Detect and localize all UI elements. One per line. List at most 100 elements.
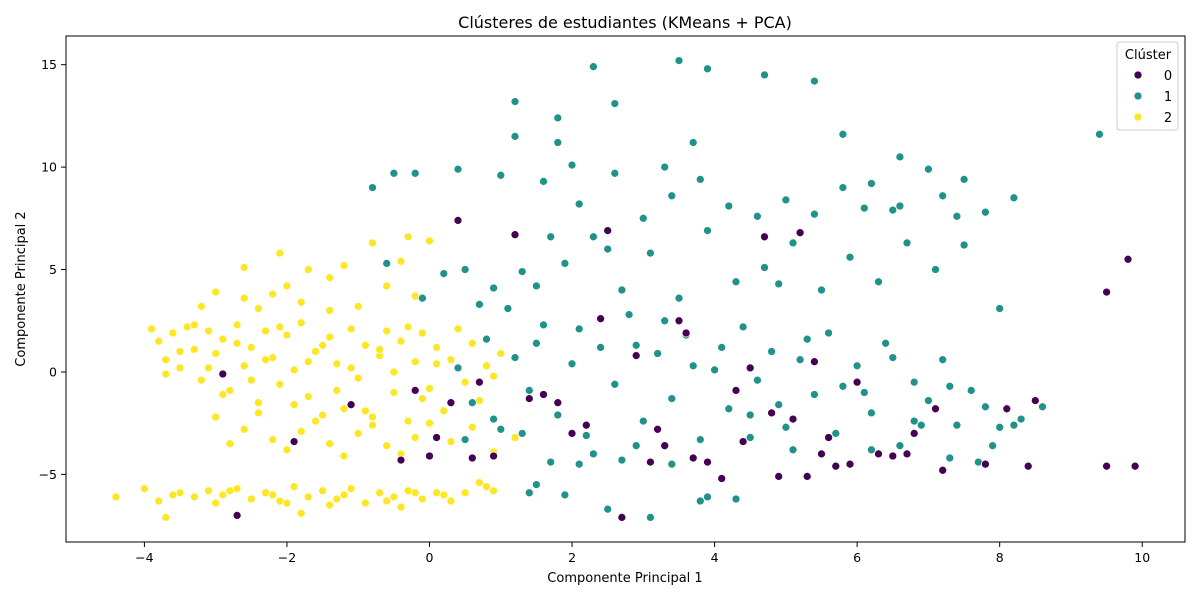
data-point-cluster-0 — [738, 437, 748, 446]
data-point-cluster-1 — [995, 422, 1005, 432]
data-point-cluster-1 — [617, 455, 627, 465]
data-point-cluster-1 — [888, 205, 898, 215]
data-point-cluster-2 — [232, 320, 242, 330]
data-point-cluster-1 — [924, 396, 933, 405]
y-axis-label: Componente Principal 2 — [14, 211, 29, 366]
data-point-cluster-2 — [467, 422, 477, 432]
data-point-cluster-1 — [589, 62, 598, 72]
y-tick-label: 5 — [49, 262, 57, 277]
data-point-cluster-0 — [981, 459, 990, 469]
data-point-cluster-1 — [638, 213, 648, 223]
data-point-cluster-2 — [218, 334, 228, 344]
data-point-cluster-2 — [239, 293, 249, 303]
data-point-cluster-2 — [282, 281, 292, 291]
y-tick-label: −5 — [39, 467, 57, 482]
data-point-cluster-0 — [902, 449, 912, 459]
data-point-cluster-0 — [767, 408, 776, 418]
data-point-cluster-1 — [852, 361, 862, 371]
data-point-cluster-2 — [460, 377, 470, 387]
data-point-cluster-2 — [282, 498, 292, 508]
data-point-cluster-2 — [218, 490, 228, 500]
data-point-cluster-1 — [482, 334, 491, 344]
data-point-cluster-0 — [453, 216, 463, 225]
data-point-cluster-2 — [161, 369, 171, 379]
data-point-cluster-0 — [795, 228, 805, 238]
data-point-cluster-1 — [1095, 129, 1104, 139]
data-point-cluster-1 — [781, 195, 791, 205]
points-layer — [111, 56, 1140, 522]
data-point-cluster-2 — [446, 496, 456, 506]
data-point-cluster-2 — [361, 498, 370, 508]
data-point-cluster-2 — [189, 492, 199, 502]
data-point-cluster-2 — [268, 490, 278, 500]
data-point-cluster-1 — [517, 267, 527, 276]
data-point-cluster-0 — [539, 390, 548, 399]
chart-title: Clústeres de estudiantes (KMeans + PCA) — [458, 13, 792, 32]
data-point-cluster-0 — [631, 351, 641, 360]
data-point-cluster-1 — [760, 263, 769, 272]
data-point-cluster-1 — [674, 293, 684, 303]
data-point-cluster-2 — [325, 439, 335, 449]
data-point-cluster-1 — [916, 420, 926, 430]
data-point-cluster-2 — [339, 404, 349, 414]
data-point-cluster-2 — [382, 326, 392, 336]
data-point-cluster-1 — [610, 168, 620, 178]
data-point-cluster-2 — [225, 386, 235, 395]
data-point-cluster-2 — [446, 355, 456, 365]
data-point-cluster-2 — [375, 345, 384, 354]
data-point-cluster-2 — [396, 336, 406, 346]
data-point-cluster-1 — [610, 99, 620, 108]
data-point-cluster-2 — [446, 437, 456, 446]
data-point-cluster-0 — [874, 449, 883, 459]
data-point-cluster-2 — [218, 390, 228, 399]
data-point-cluster-2 — [482, 482, 491, 492]
data-point-cluster-2 — [168, 328, 178, 338]
data-point-cluster-2 — [246, 494, 256, 504]
data-point-cluster-1 — [596, 343, 605, 352]
data-point-cluster-2 — [368, 420, 377, 430]
data-point-cluster-1 — [510, 353, 520, 362]
data-point-cluster-0 — [617, 513, 627, 522]
data-point-cluster-0 — [396, 455, 406, 465]
data-point-cluster-0 — [510, 230, 520, 240]
data-point-cluster-1 — [603, 244, 613, 254]
data-point-cluster-2 — [232, 484, 242, 494]
data-point-cluster-2 — [211, 412, 221, 422]
data-point-cluster-0 — [289, 437, 299, 446]
data-point-cluster-1 — [510, 132, 520, 141]
data-point-cluster-1 — [532, 338, 541, 348]
data-point-cluster-1 — [995, 304, 1005, 313]
data-point-cluster-1 — [867, 445, 876, 455]
data-point-cluster-0 — [346, 400, 356, 410]
data-point-cluster-1 — [638, 416, 648, 426]
data-point-cluster-2 — [261, 326, 270, 336]
data-point-cluster-0 — [931, 404, 940, 414]
data-point-cluster-0 — [446, 398, 456, 408]
data-point-cluster-1 — [745, 433, 755, 442]
data-point-cluster-0 — [653, 424, 662, 434]
data-point-cluster-2 — [268, 353, 278, 362]
data-point-cluster-2 — [375, 488, 384, 498]
data-point-cluster-2 — [389, 367, 399, 377]
y-tick-label: 15 — [41, 57, 57, 72]
data-point-cluster-2 — [332, 494, 342, 504]
data-point-cluster-1 — [560, 259, 570, 268]
data-point-cluster-1 — [489, 414, 498, 424]
data-point-cluster-1 — [938, 355, 948, 365]
data-point-cluster-2 — [182, 322, 192, 332]
data-point-cluster-2 — [303, 265, 313, 274]
data-point-cluster-1 — [981, 207, 990, 217]
data-point-cluster-2 — [254, 398, 263, 408]
data-point-cluster-1 — [1009, 193, 1019, 203]
data-point-cluster-1 — [667, 394, 677, 403]
data-point-cluster-1 — [517, 429, 527, 438]
data-point-cluster-0 — [1002, 404, 1012, 414]
data-point-cluster-1 — [973, 457, 983, 467]
data-point-cluster-2 — [189, 345, 199, 354]
data-point-cluster-1 — [560, 490, 570, 500]
data-point-cluster-0 — [1102, 287, 1111, 297]
data-point-cluster-0 — [731, 386, 741, 395]
data-point-cluster-2 — [211, 287, 221, 297]
data-point-cluster-0 — [1123, 254, 1133, 264]
data-point-cluster-1 — [532, 480, 541, 489]
